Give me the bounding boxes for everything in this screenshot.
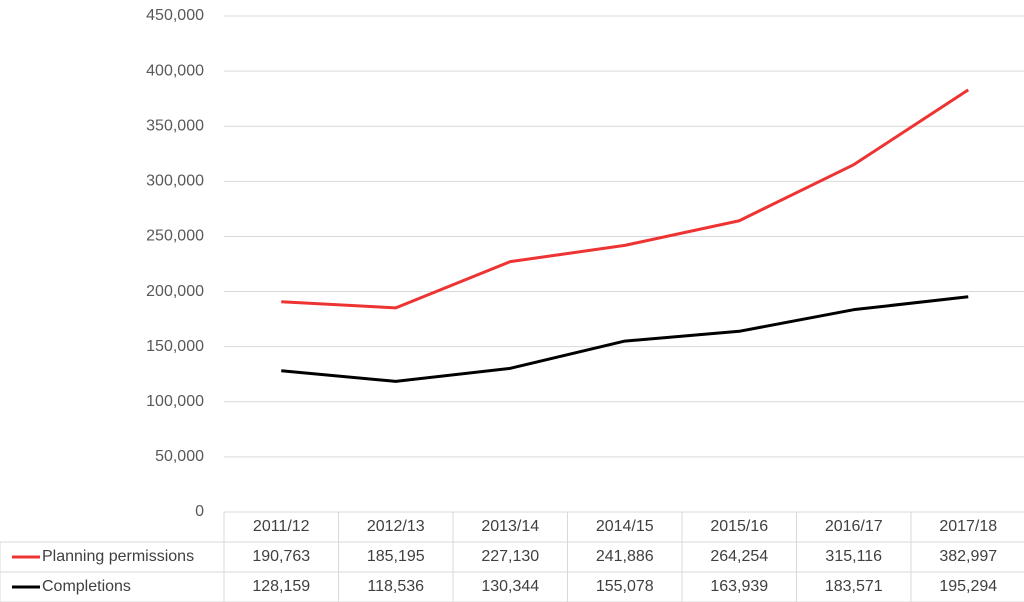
table-value: 315,116 [825,548,882,565]
legend-label: Completions [42,578,131,595]
table-value: 185,195 [367,548,425,565]
table-value: 130,344 [481,578,539,595]
y-tick-label: 450,000 [146,7,204,24]
x-tick-label: 2015/16 [710,518,768,535]
x-tick-label: 2013/14 [481,518,539,535]
table-value: 195,294 [939,578,997,595]
x-tick-label: 2011/12 [253,518,310,535]
x-tick-label: 2014/15 [596,518,654,535]
y-tick-label: 200,000 [146,283,204,300]
table-value: 264,254 [710,548,768,565]
table-value: 227,130 [481,548,539,565]
table-value: 183,571 [825,578,883,595]
y-tick-label: 250,000 [146,228,204,245]
table-value: 155,078 [596,578,654,595]
y-tick-label: 400,000 [146,62,204,79]
series-line [281,295,969,383]
table-value: 241,886 [596,548,654,565]
legend-label: Planning permissions [42,548,194,565]
y-tick-label: 50,000 [155,448,204,465]
x-tick-label: 2016/17 [825,518,883,535]
y-tick-label: 300,000 [146,173,204,190]
table-value: 382,997 [939,548,997,565]
table-value: 190,763 [252,548,310,565]
series-line [281,88,970,310]
y-tick-label: 100,000 [146,393,204,410]
x-tick-label: 2012/13 [367,518,425,535]
table-value: 118,536 [367,578,424,595]
y-tick-label: 350,000 [146,117,204,134]
table-value: 128,159 [252,578,310,595]
y-tick-label: 150,000 [146,338,204,355]
y-tick-label: 0 [195,503,204,520]
table-value: 163,939 [710,578,768,595]
x-tick-label: 2017/18 [939,518,997,535]
